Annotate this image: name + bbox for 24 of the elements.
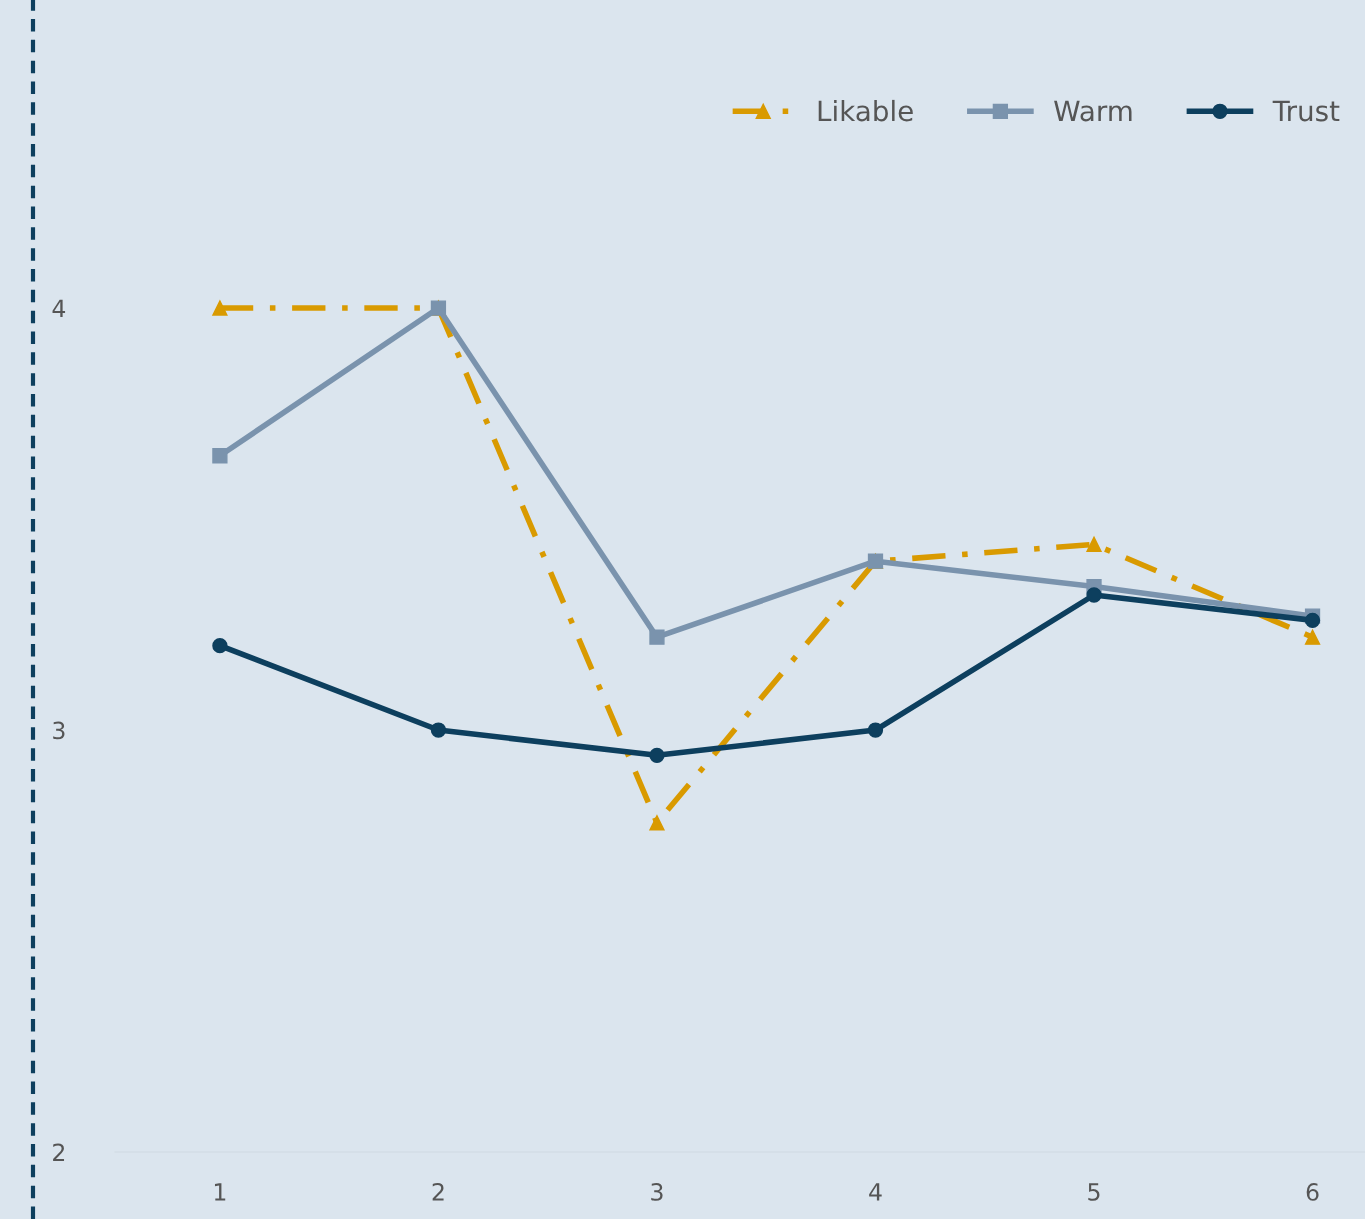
x-tick-label: 3 xyxy=(651,1182,663,1201)
x-tick-label: 4 xyxy=(869,1183,882,1201)
point xyxy=(649,747,665,763)
legend-label: Warm xyxy=(1054,100,1132,122)
y-tick-label: 4 xyxy=(52,299,66,318)
point xyxy=(430,722,447,738)
point xyxy=(649,629,665,645)
x-tick-label: 6 xyxy=(1306,1182,1319,1201)
point xyxy=(212,637,228,654)
point xyxy=(212,300,228,316)
point xyxy=(1304,612,1321,628)
legend-label: Likable xyxy=(818,99,913,122)
point xyxy=(867,722,884,738)
y-tick-label: 2 xyxy=(53,1143,65,1161)
y-tick-label: 3 xyxy=(53,721,65,740)
point xyxy=(1086,587,1102,603)
point xyxy=(212,448,228,464)
legend-label: Trust xyxy=(1272,100,1340,122)
point xyxy=(1086,536,1102,552)
x-tick-label: 5 xyxy=(1088,1183,1100,1201)
point xyxy=(1304,629,1321,645)
x-tick-label: 1 xyxy=(214,1183,226,1201)
x-tick-label: 2 xyxy=(432,1182,444,1201)
point xyxy=(649,815,665,831)
